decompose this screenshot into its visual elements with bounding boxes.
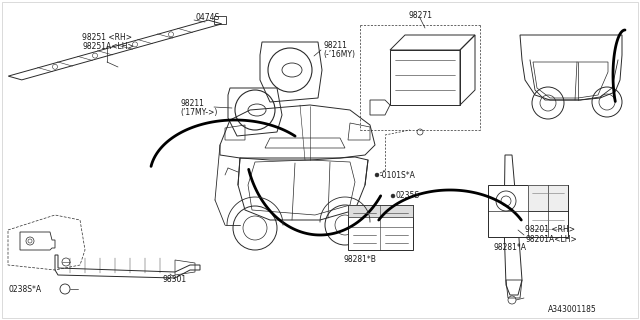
Text: 98251 <RH>: 98251 <RH>: [82, 33, 132, 42]
Text: 98301: 98301: [162, 276, 186, 284]
Text: 98271: 98271: [408, 11, 432, 20]
Text: 98281*A: 98281*A: [493, 243, 526, 252]
Text: A343001185: A343001185: [548, 306, 596, 315]
Text: 98251A<LH>: 98251A<LH>: [82, 42, 134, 51]
Bar: [348, 205, 413, 250]
Bar: [528, 185, 568, 211]
Bar: [488, 185, 568, 237]
Text: (-’16MY): (-’16MY): [323, 50, 355, 59]
Circle shape: [391, 194, 395, 198]
Bar: [348, 205, 413, 217]
Text: 98211: 98211: [323, 41, 347, 50]
Text: 0238S*A: 0238S*A: [8, 285, 41, 294]
Text: 0474S: 0474S: [195, 12, 220, 21]
Text: 0235S: 0235S: [395, 191, 419, 201]
Text: -0101S*A: -0101S*A: [380, 171, 416, 180]
Text: 98211: 98211: [180, 99, 204, 108]
Text: 98201A<LH>: 98201A<LH>: [525, 236, 577, 244]
Text: 98281*B: 98281*B: [343, 255, 376, 265]
Text: (’17MY->): (’17MY->): [180, 108, 218, 116]
Circle shape: [375, 173, 379, 177]
Text: 98201 <RH>: 98201 <RH>: [525, 226, 575, 235]
